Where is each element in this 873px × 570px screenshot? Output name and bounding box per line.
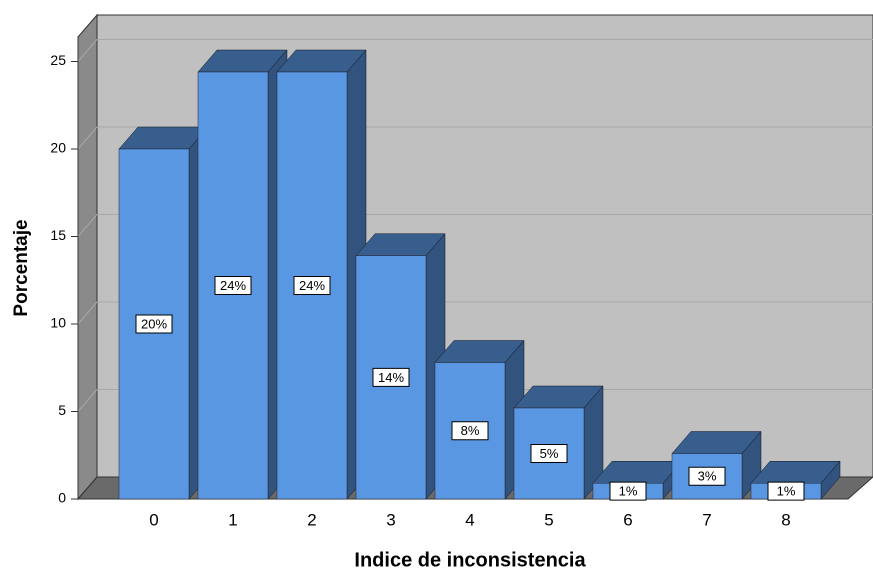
- value-label-box: [451, 421, 489, 441]
- x-tick-label: 4: [465, 510, 474, 529]
- bar: [434, 339, 525, 500]
- value-label-box: [293, 276, 331, 295]
- value-label-box: [214, 276, 252, 295]
- x-tick-label: 6: [623, 510, 632, 529]
- bar: [513, 385, 604, 500]
- y-tick-label: 25: [50, 52, 66, 68]
- grid-line: [77, 126, 98, 150]
- y-tick-label: 0: [58, 490, 66, 506]
- bar: [355, 233, 446, 500]
- x-tick-label: 2: [307, 510, 316, 529]
- y-tick-label: 20: [50, 140, 66, 156]
- bar: [118, 126, 209, 500]
- value-label: 5%: [540, 446, 559, 461]
- bar: [671, 430, 762, 500]
- value-label-box: [530, 444, 568, 463]
- left-wall: [77, 13, 98, 501]
- grid-line: [77, 214, 98, 237]
- y-axis-title: Porcentaje: [11, 219, 32, 316]
- y-tick-label: 5: [58, 402, 66, 418]
- value-label: 24%: [220, 278, 246, 293]
- y-tick-label: 10: [50, 315, 66, 331]
- grid-line: [77, 301, 98, 325]
- value-label: 1%: [777, 484, 796, 499]
- value-label: 3%: [698, 469, 717, 484]
- value-label: 20%: [141, 316, 167, 331]
- bar: [197, 49, 288, 500]
- value-label: 1%: [619, 484, 638, 499]
- x-tick-label: 5: [544, 510, 553, 529]
- y-tick-label: 15: [50, 227, 66, 243]
- value-label-box: [767, 481, 805, 501]
- grid-line: [77, 389, 98, 412]
- x-tick-label: 7: [702, 510, 711, 529]
- value-label: 8%: [461, 423, 480, 438]
- value-label-box: [135, 314, 173, 334]
- x-tick-label: 8: [781, 510, 790, 529]
- x-axis-title: Indice de inconsistencia: [354, 549, 586, 570]
- value-label-box: [688, 466, 726, 486]
- x-tick-label: 3: [386, 510, 395, 529]
- bar: [276, 49, 367, 500]
- value-label-box: [609, 481, 647, 501]
- grid-line: [77, 39, 98, 62]
- value-label-box: [372, 367, 410, 387]
- x-tick-label: 1: [228, 510, 237, 529]
- x-tick-label: 0: [149, 510, 158, 529]
- value-label: 14%: [378, 370, 404, 385]
- value-label: 24%: [299, 278, 325, 293]
